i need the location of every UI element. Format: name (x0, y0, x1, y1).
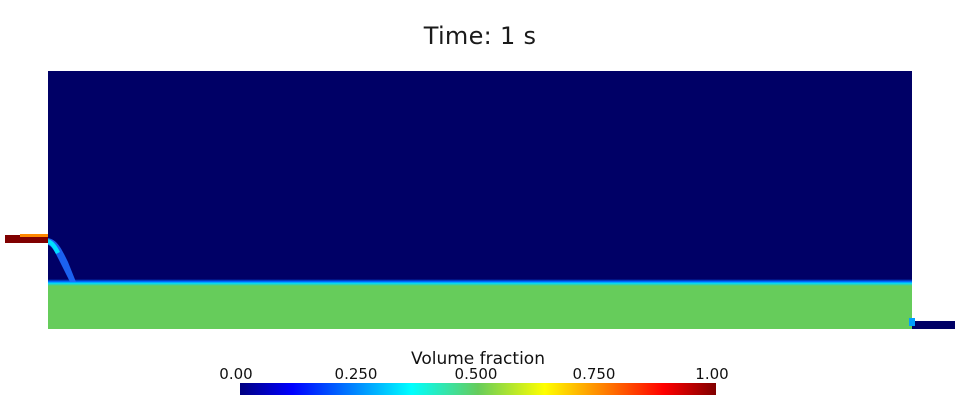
colorbar-tick-2: 0.500 (454, 365, 498, 383)
outlet-edge (909, 318, 915, 326)
free-surface-interface (48, 279, 912, 286)
colorbar-title: Volume fraction (411, 349, 545, 369)
colorbar-tick-1: 0.250 (334, 365, 378, 383)
inlet-jet-edge (20, 234, 48, 237)
tank-empty-region (48, 71, 912, 283)
tank-fluid-region (48, 286, 912, 329)
colorbar-tick-0: 0.00 (219, 365, 253, 383)
outlet-pipe (912, 321, 955, 329)
colorbar (240, 383, 716, 395)
colorbar-tick-3: 0.750 (572, 365, 616, 383)
inlet-jet-core (48, 239, 60, 254)
inlet-pipe (5, 235, 48, 243)
time-title: Time: 1 s (423, 22, 537, 50)
colorbar-tick-4: 1.00 (695, 365, 729, 383)
